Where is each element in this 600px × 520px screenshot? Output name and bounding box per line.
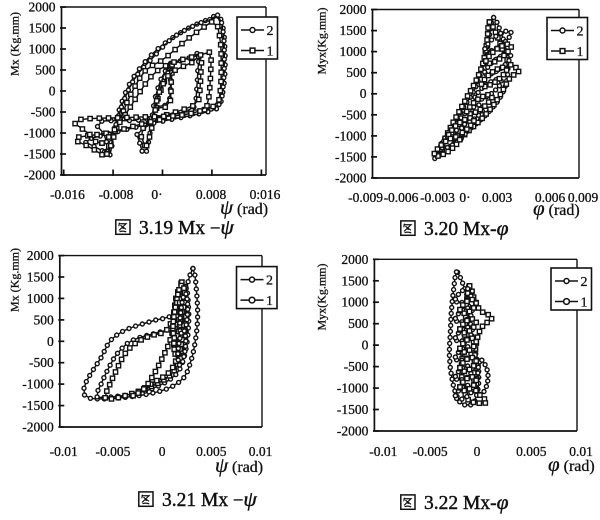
svg-text:0: 0 [49, 84, 56, 99]
svg-text:500: 500 [346, 65, 367, 80]
svg-text:-1000: -1000 [22, 377, 54, 392]
svg-text:500: 500 [35, 63, 56, 78]
svg-text:-1000: -1000 [335, 128, 367, 143]
svg-text:2000: 2000 [29, 0, 56, 15]
svg-text:0.01: 0.01 [249, 444, 273, 459]
svg-text:0.006: 0.006 [535, 190, 566, 205]
svg-text:Myx(Kg.mm): Myx(Kg.mm) [315, 8, 329, 75]
svg-text:3.19 Mx −ψ: 3.19 Mx −ψ [139, 215, 234, 239]
svg-text:-500: -500 [342, 107, 367, 122]
svg-text:0: 0 [362, 338, 369, 353]
svg-text:Myx(Kg.mm): Myx(Kg.mm) [315, 264, 329, 331]
svg-text:0: 0 [47, 334, 54, 349]
svg-text:1000: 1000 [29, 42, 56, 57]
svg-text:-0.006: -0.006 [384, 190, 419, 205]
svg-text:2000: 2000 [27, 248, 54, 263]
svg-text:ψ (rad): ψ (rad) [215, 453, 263, 477]
svg-text:-0.008: -0.008 [99, 187, 134, 202]
svg-text:0.01: 0.01 [569, 444, 593, 459]
svg-text:-500: -500 [29, 355, 54, 370]
svg-text:0·: 0· [459, 190, 470, 205]
svg-text:2: 2 [266, 273, 273, 288]
svg-text:-1500: -1500 [22, 398, 54, 413]
svg-text:1500: 1500 [340, 23, 367, 38]
svg-text:-500: -500 [31, 105, 56, 120]
svg-text:2000: 2000 [340, 2, 367, 17]
svg-text:Mx (Kg.mm): Mx (Kg.mm) [7, 12, 21, 76]
svg-text:3.20 Mx-φ: 3.20 Mx-φ [424, 216, 509, 240]
svg-text:-2000: -2000 [337, 424, 369, 439]
svg-text:-2000: -2000 [24, 168, 56, 183]
svg-text:0:016: 0:016 [250, 187, 281, 202]
svg-text:500: 500 [34, 312, 55, 327]
svg-text:1000: 1000 [27, 291, 54, 306]
svg-text:1: 1 [581, 295, 588, 310]
svg-text:-0.01: -0.01 [50, 444, 78, 459]
svg-text:1500: 1500 [27, 270, 54, 285]
svg-text:-0.005: -0.005 [413, 444, 448, 459]
svg-text:2: 2 [267, 24, 274, 39]
svg-text:0.008: 0.008 [196, 187, 227, 202]
svg-text:-2000: -2000 [335, 171, 367, 186]
svg-text:1: 1 [577, 45, 584, 60]
svg-text:-1000: -1000 [337, 381, 369, 396]
svg-text:1500: 1500 [341, 273, 368, 288]
svg-text:2: 2 [581, 275, 588, 290]
svg-text:0.009: 0.009 [568, 190, 599, 205]
svg-text:1500: 1500 [29, 21, 56, 36]
svg-text:-1500: -1500 [335, 149, 367, 164]
svg-text:-0.003: -0.003 [420, 190, 455, 205]
svg-text:1000: 1000 [341, 295, 368, 310]
svg-text:0.005: 0.005 [516, 444, 547, 459]
svg-text:0.003: 0.003 [482, 190, 513, 205]
svg-text:0.005: 0.005 [196, 444, 227, 459]
svg-text:-1500: -1500 [337, 402, 369, 417]
svg-text:-1000: -1000 [24, 126, 56, 141]
svg-text:0: 0 [474, 444, 481, 459]
svg-text:0: 0 [360, 86, 367, 101]
svg-text:1000: 1000 [340, 44, 367, 59]
svg-text:2000: 2000 [341, 252, 368, 267]
svg-text:-0.016: -0.016 [50, 187, 85, 202]
svg-text:3.21 Mx −ψ: 3.21 Mx −ψ [162, 487, 257, 511]
svg-text:-500: -500 [344, 359, 369, 374]
svg-text:0: 0 [159, 444, 166, 459]
svg-text:-0.005: -0.005 [95, 444, 130, 459]
svg-text:3.22 Mx-φ: 3.22 Mx-φ [424, 490, 509, 514]
svg-text:1: 1 [267, 44, 274, 59]
svg-text:-1500: -1500 [24, 147, 56, 162]
svg-text:500: 500 [348, 316, 369, 331]
svg-text:1: 1 [266, 294, 273, 309]
svg-text:-2000: -2000 [22, 420, 54, 435]
svg-text:2: 2 [577, 24, 584, 39]
svg-text:Mx (Kg.mm): Mx (Kg.mm) [7, 248, 21, 312]
svg-text:0·: 0· [151, 187, 162, 202]
svg-text:-0.01: -0.01 [369, 444, 397, 459]
svg-text:-0.009: -0.009 [348, 190, 383, 205]
